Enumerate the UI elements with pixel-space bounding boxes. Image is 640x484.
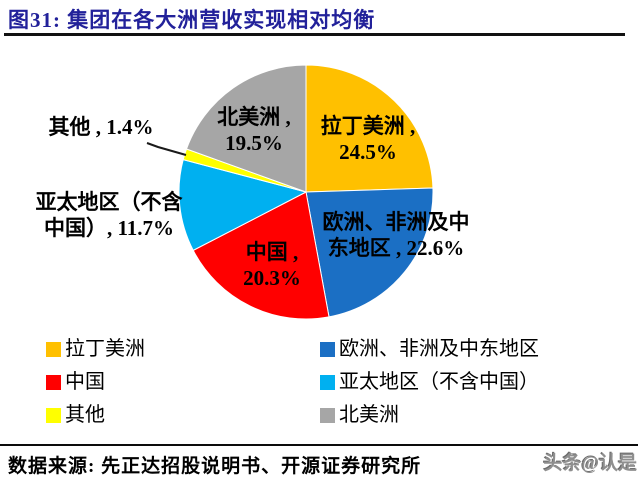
legend-item-latin-america: 拉丁美洲 [46, 339, 320, 360]
legend-item-china: 中国 [46, 372, 320, 393]
pie-label-europe-line2: 东地区 , 22.6% [327, 236, 465, 260]
pie-label-latin-america-value: 24.5% [339, 140, 397, 164]
pie-label-latin-america: 拉丁美洲 , 24.5% [303, 113, 433, 165]
legend-swatch-north-america-icon [320, 408, 335, 423]
legend-swatch-europe-icon [320, 342, 335, 357]
pie-slice-north-america [185, 64, 307, 193]
legend-column-left: 拉丁美洲 中国 其他 [46, 339, 320, 426]
legend-column-right: 欧洲、非洲及中东地区 亚太地区（不含中国） 北美洲 [320, 339, 539, 426]
legend-label-latin-america: 拉丁美洲 [65, 338, 145, 360]
pie-label-latin-america-name: 拉丁美洲 , [320, 114, 416, 138]
pie-label-other-text: 其他 , 1.4% [48, 115, 154, 139]
other-slice-leader-line [146, 142, 187, 156]
legend-label-north-america: 北美洲 [339, 404, 399, 426]
chart-legend: 拉丁美洲 中国 其他 欧洲、非洲及中东地区 亚太地区（不含中国） 北美 [46, 339, 606, 426]
legend-item-europe-africa-middle-east: 欧洲、非洲及中东地区 [320, 339, 539, 360]
legend-label-europe: 欧洲、非洲及中东地区 [339, 338, 539, 360]
pie-label-north-america: 北美洲 , 19.5% [195, 104, 313, 156]
pie-label-north-america-value: 19.5% [225, 131, 283, 155]
pie-label-other: 其他 , 1.4% [46, 114, 156, 140]
pie-slice-latin-america [305, 64, 434, 193]
footer-divider [0, 444, 638, 446]
legend-item-asia-pacific: 亚太地区（不含中国） [320, 372, 539, 393]
pie-label-asia-pacific: 亚太地区（不含 中国）, 11.7% [28, 189, 190, 241]
watermark-text: 头条@认是 [543, 453, 637, 474]
legend-label-other: 其他 [65, 404, 105, 426]
legend-item-other: 其他 [46, 405, 320, 426]
legend-swatch-china-icon [46, 375, 61, 390]
legend-label-china: 中国 [65, 371, 105, 393]
pie-label-china-name: 中国 , [245, 240, 299, 264]
pie-slice-china [192, 191, 330, 320]
pie-slices [178, 64, 434, 320]
legend-item-north-america: 北美洲 [320, 405, 539, 426]
pie-label-europe-africa-middle-east: 欧洲、非洲及中 东地区 , 22.6% [318, 209, 474, 261]
legend-swatch-latin-america-icon [46, 342, 61, 357]
pie-label-europe-line1: 欧洲、非洲及中 [322, 210, 470, 234]
legend-swatch-asia-pacific-icon [320, 375, 335, 390]
pie-label-north-america-name: 北美洲 , [217, 105, 291, 129]
pie-label-asia-pacific-line1: 亚太地区（不含 [35, 190, 183, 214]
figure-title: 图31: 集团在各大洲营收实现相对均衡 [8, 8, 376, 32]
pie-slice-europe-africa-middle-east [305, 187, 434, 318]
pie-slice-asia-pacific-ex-china [178, 159, 308, 252]
title-divider [4, 33, 625, 36]
legend-swatch-other-icon [46, 408, 61, 423]
pie-label-china: 中国 , 20.3% [230, 239, 314, 291]
pie-label-china-value: 20.3% [243, 266, 301, 290]
data-source-note: 数据来源: 先正达招股说明书、开源证券研究所 [8, 456, 422, 477]
pie-label-asia-pacific-line2: 中国）, 11.7% [43, 216, 175, 240]
legend-label-asia-pacific: 亚太地区（不含中国） [339, 371, 539, 393]
